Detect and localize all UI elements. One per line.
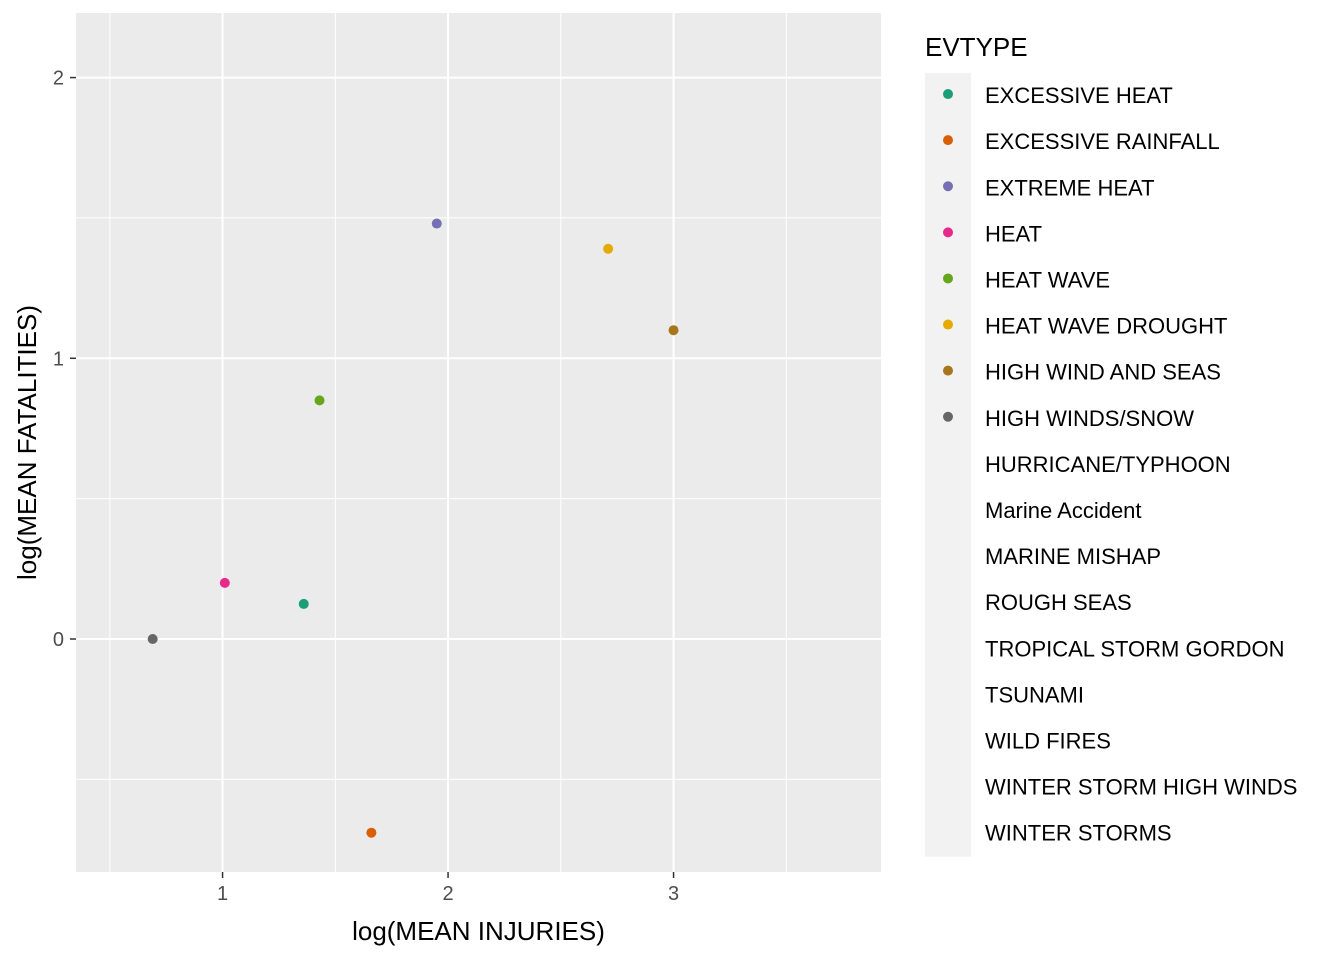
x-tick-label-2: 3 — [668, 883, 679, 905]
legend-label-15: WINTER STORM HIGH WINDS — [985, 775, 1297, 800]
legend-key-7 — [943, 411, 953, 422]
x-axis-title: log(MEAN INJURIES) — [352, 916, 605, 946]
legend-label-11: ROUGH SEAS — [985, 590, 1132, 615]
legend-key-2 — [943, 181, 953, 192]
legend-label-7: HIGH WINDS/SNOW — [985, 406, 1194, 431]
y-tick-label-1: 1 — [53, 348, 64, 370]
legend-label-14: WILD FIRES — [985, 728, 1111, 753]
legend-key-6 — [943, 365, 953, 376]
minor-gridlines — [76, 13, 881, 872]
y-tick-label-0: 0 — [53, 629, 64, 651]
data-point-5 — [603, 243, 614, 254]
plot-panel — [76, 13, 881, 872]
legend-label-12: TROPICAL STORM GORDON — [985, 636, 1284, 661]
y-axis-title: log(MEAN FATALITIES) — [12, 305, 42, 580]
legend-label-4: HEAT WAVE — [985, 267, 1110, 292]
major-gridlines — [76, 13, 881, 872]
legend-key-1 — [943, 135, 953, 146]
legend-label-2: EXTREME HEAT — [985, 175, 1155, 200]
legend-key-3 — [943, 227, 953, 238]
data-point-7 — [147, 634, 158, 645]
x-tick-label-0: 1 — [217, 883, 228, 905]
legend-key-background — [925, 73, 971, 857]
legend-label-5: HEAT WAVE DROUGHT — [985, 314, 1227, 339]
data-point-2 — [431, 218, 442, 229]
x-tick-label-1: 2 — [442, 883, 453, 905]
legend-key-0 — [943, 89, 953, 100]
legend-label-6: HIGH WIND AND SEAS — [985, 360, 1221, 385]
data-point-4 — [314, 395, 325, 406]
legend-entries: EXCESSIVE HEAT EXCESSIVE RAINFALL EXTREME … — [943, 83, 1297, 846]
legend-label-16: WINTER STORMS — [985, 821, 1172, 846]
legend-label-0: EXCESSIVE HEAT — [985, 83, 1173, 108]
legend-label-1: EXCESSIVE RAINFALL — [985, 129, 1220, 154]
data-point-1 — [366, 827, 377, 838]
data-point-6 — [668, 325, 679, 336]
data-points — [147, 218, 679, 838]
legend-label-13: TSUNAMI — [985, 682, 1084, 707]
legend-title: EVTYPE — [925, 32, 1028, 62]
data-point-0 — [298, 598, 309, 609]
legend-label-8: HURRICANE/TYPHOON — [985, 452, 1231, 477]
axis-ticks: 1 2 3 0 1 2 — [53, 68, 679, 905]
y-tick-label-2: 2 — [53, 68, 64, 90]
legend-label-10: MARINE MISHAP — [985, 544, 1161, 569]
data-point-3 — [219, 577, 230, 588]
legend-key-4 — [943, 273, 953, 284]
legend-label-3: HEAT — [985, 221, 1042, 246]
legend-label-9: Marine Accident — [985, 498, 1142, 523]
legend-key-5 — [943, 319, 953, 330]
